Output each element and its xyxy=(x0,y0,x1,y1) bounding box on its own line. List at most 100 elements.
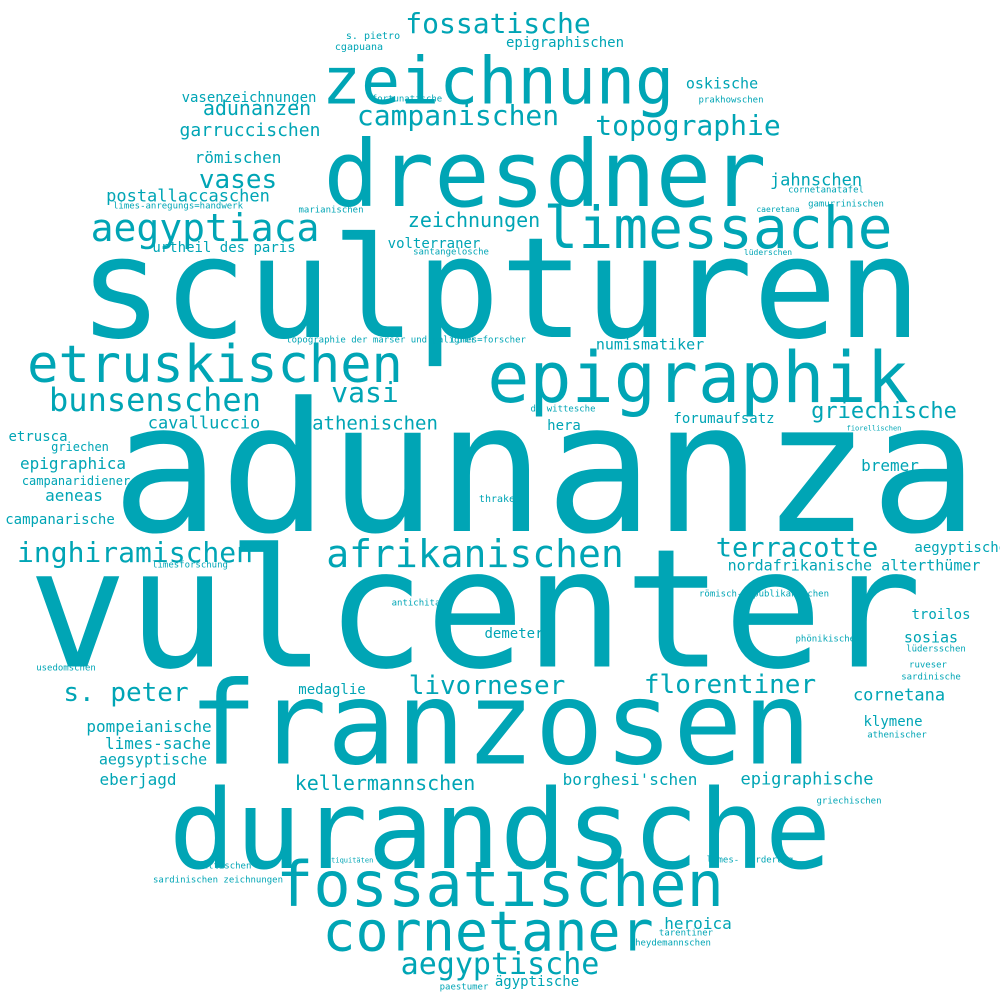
word-topographie: topographie xyxy=(595,109,781,142)
word-numismatiker: numismatiker xyxy=(595,335,705,354)
word-fossatischen: fossatischen xyxy=(276,848,724,921)
word-aegyptische: aegyptische xyxy=(400,947,600,982)
word-vasi: vasi xyxy=(331,376,399,409)
word-forumaufsatz: forumaufsatz xyxy=(673,411,775,427)
word-fossatische: fossatische xyxy=(405,7,591,40)
word-athenischen: athenischen xyxy=(312,412,438,435)
word-kellermannschen: kellermannschen xyxy=(294,771,476,795)
word-topographie-der-marser-und-paligner: topographie der marser und paligner xyxy=(286,335,476,346)
word-epigraphik: epigraphik xyxy=(487,337,909,419)
word-bunsenschen: bunsenschen xyxy=(49,381,261,419)
word-aegyptiaca: aegyptiaca xyxy=(90,206,320,250)
word-luedersschen: lüdersschen xyxy=(906,644,966,655)
word-sosias: sosias xyxy=(903,628,959,647)
word-fortunatische: fortunatische xyxy=(371,94,443,105)
word-zeichnungen: zeichnungen xyxy=(407,208,541,232)
word-campanischen: campanischen xyxy=(356,99,560,132)
word-cornetaner: cornetaner xyxy=(322,899,654,964)
word-vulcenter: vulcenter xyxy=(27,513,923,706)
word-limesforschung: limesforschung xyxy=(152,560,228,571)
word-vasenzeichnungen: vasenzeichnungen xyxy=(181,90,317,106)
word-epigraphica: epigraphica xyxy=(20,454,126,473)
word-limes-anregungs-handwerk: limes-anregungs=handwerk xyxy=(112,201,244,212)
word-klymene: klymene xyxy=(863,714,923,730)
word-griechen: griechen xyxy=(51,440,109,454)
word-eberjagd: eberjagd xyxy=(99,770,177,789)
word-ruveser: ruveser xyxy=(909,660,947,671)
word-etrusca: etrusca xyxy=(8,429,68,445)
word-cgapuana: cgapuana xyxy=(334,42,384,53)
word-sardinische: sardinische xyxy=(901,672,961,683)
word-urtheil-des-paris: urtheil des paris xyxy=(152,240,296,256)
word-inghiramischen: inghiramischen xyxy=(16,536,254,569)
word-thraken: thraken xyxy=(478,494,522,505)
word-tarentiner: tarentiner xyxy=(658,928,714,939)
word-s-pietro: s. pietro xyxy=(345,31,401,42)
word-campanarische: campanarische xyxy=(5,512,115,528)
word-epigraphischen: epigraphischen xyxy=(505,35,625,51)
word-cornetanatafel: cornetanatafel xyxy=(788,185,864,196)
word-vases: vases xyxy=(198,165,278,195)
word-marianischen: marianischen xyxy=(298,205,364,216)
word-afrikanischen: afrikanischen xyxy=(326,532,624,576)
word-aegsyptische: aegsyptische xyxy=(98,750,208,769)
word-roemischen: römischen xyxy=(194,148,282,167)
word-heroica: heroica xyxy=(664,914,732,933)
word-roemisch-republikanischen: römisch-republikanischen xyxy=(698,589,830,600)
word-paestumer: paestumer xyxy=(439,982,489,993)
word-garruccischen: garruccischen xyxy=(179,120,321,141)
word-de-wittesche: de wittesche xyxy=(530,404,596,415)
word-usedomschen: usedomschen xyxy=(36,663,96,674)
word-adunanzen: adunanzen xyxy=(202,96,312,120)
word-griechische: griechische xyxy=(811,399,957,424)
word-postallaccaschen: postallaccaschen xyxy=(106,186,270,207)
word-jahnschen: jahnschen xyxy=(769,170,863,191)
word-adunanza: adunanza xyxy=(111,365,979,574)
word-volterraner: volterraner xyxy=(387,236,481,252)
word-pompeianische: pompeianische xyxy=(86,717,212,736)
word-luederschen: lüderschen xyxy=(743,248,793,257)
word-gamurrinischen: gamurrinischen xyxy=(808,199,884,210)
word-cavalluccio: cavalluccio xyxy=(147,413,261,434)
word-aegyptische: ägyptische xyxy=(494,974,580,990)
word-santangelosche: santangelosche xyxy=(413,247,489,258)
word-florentiner: florentiner xyxy=(643,670,817,700)
word-demeter: demeter xyxy=(484,626,544,642)
word-terracotte: terracotte xyxy=(715,532,879,564)
word-antiquitaeten: antiquitäten xyxy=(322,856,374,865)
word-griechischen: griechischen xyxy=(816,796,882,807)
word-medaglie: medaglie xyxy=(298,682,366,698)
word-prakhowschen: prakhowschen xyxy=(698,95,764,106)
word-limes-sache: limes-sache xyxy=(105,734,211,753)
word-nordafrikanische-alterthuemer: nordafrikanische alterthümer xyxy=(727,556,981,575)
word-athenischer: athenischer xyxy=(867,730,927,741)
word-franzosen: franzosen xyxy=(188,657,812,792)
word-limes-forderung: limes- forderung xyxy=(706,855,794,866)
word-caeretana: caeretana xyxy=(756,205,800,214)
word-durandsche: durandsche xyxy=(168,766,832,894)
word-heydemannschen: heydemannschen xyxy=(635,938,711,949)
word-phoenikischen: phönikischen xyxy=(795,634,861,645)
word-fiorellischen: fiorellischen xyxy=(846,424,902,433)
word-limessache: limessache xyxy=(543,194,893,262)
word-sculpturen: sculpturen xyxy=(78,208,922,371)
word-sardinischen-zeichnungen: sardinischen zeichnungen xyxy=(152,875,284,886)
word-livorneser: livorneser xyxy=(408,671,566,701)
word-antichita: antichita xyxy=(391,598,441,609)
word-s-peter: s. peter xyxy=(63,678,189,708)
word-borghesi-schen: borghesi'schen xyxy=(562,770,698,789)
word-oskische: oskische xyxy=(685,74,759,93)
word-zeichnung: zeichnung xyxy=(321,44,675,120)
word-etruskischen: etruskischen xyxy=(27,335,403,395)
word-aegyptisches: aegyptisches xyxy=(914,540,1000,556)
word-aeneas: aeneas xyxy=(45,486,103,505)
word-dresdner: dresdner xyxy=(323,121,767,228)
word-cornetana: cornetana xyxy=(852,685,946,706)
word-troilos: troilos xyxy=(911,607,971,623)
word-hera: hera xyxy=(547,418,581,434)
word-bremer: bremer xyxy=(861,456,919,475)
word-epigraphische: epigraphische xyxy=(740,769,874,790)
word-attischen: attischen xyxy=(202,861,252,872)
word-limes-forscher: limes=forscher xyxy=(450,335,526,346)
